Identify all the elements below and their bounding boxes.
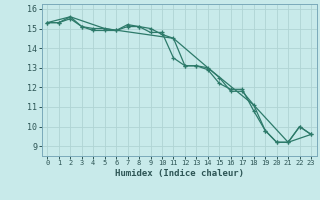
X-axis label: Humidex (Indice chaleur): Humidex (Indice chaleur) [115,169,244,178]
